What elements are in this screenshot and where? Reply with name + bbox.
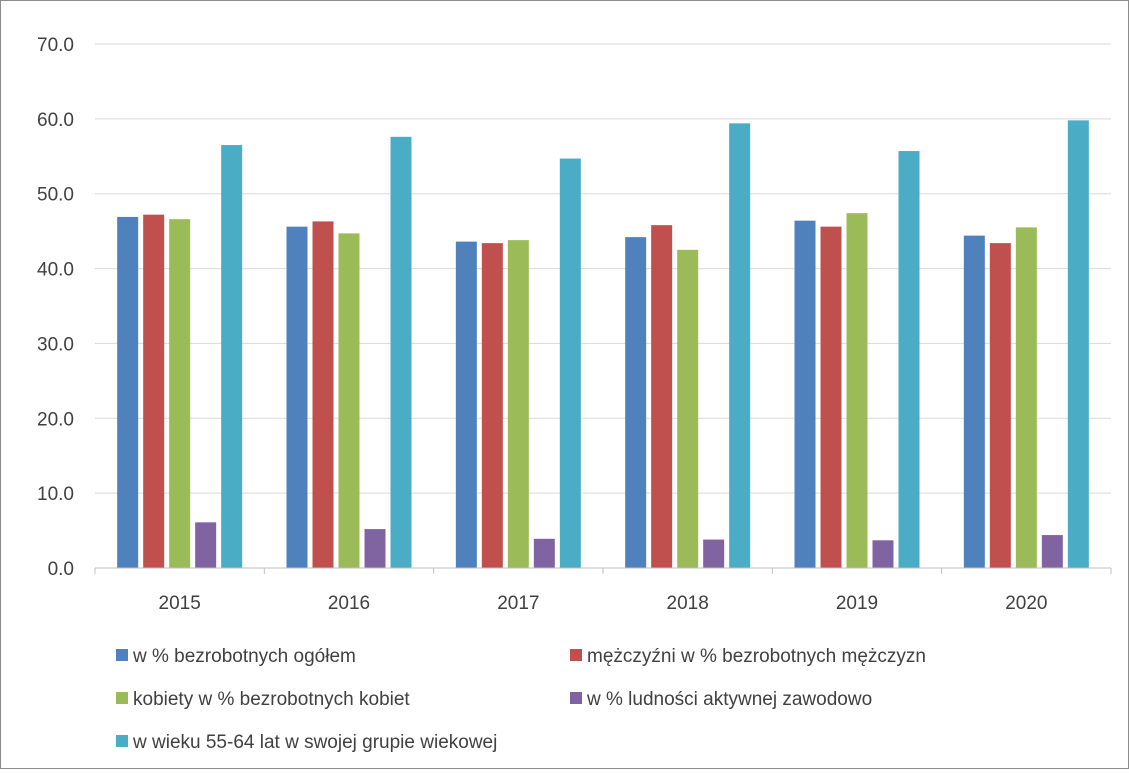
bar: [651, 225, 673, 568]
legend-swatch: [116, 735, 128, 747]
y-tick-label: 70.0: [37, 35, 74, 56]
y-tick-label: 10.0: [37, 484, 74, 505]
bar: [625, 237, 647, 569]
bar: [533, 538, 555, 568]
y-tick-label: 0.0: [48, 559, 74, 580]
bar: [1015, 227, 1037, 568]
legend: w % bezrobotnych ogółem mężczyźni w % bez…: [116, 646, 926, 753]
bar: [364, 529, 386, 568]
bar: [221, 145, 243, 569]
x-tick-label: 2015: [159, 593, 201, 614]
bar: [898, 151, 920, 568]
x-tick-label: 2020: [1005, 593, 1047, 614]
x-tick-label: 2017: [497, 593, 539, 614]
bar: [143, 214, 165, 568]
legend-swatch: [116, 649, 128, 661]
bar: [286, 226, 308, 568]
bar: [1067, 120, 1089, 569]
legend-label: w % bezrobotnych ogółem: [132, 646, 356, 667]
bar: [989, 243, 1011, 568]
bar: [1041, 535, 1063, 568]
bar: [963, 235, 985, 569]
bar: [507, 240, 529, 568]
y-tick-label: 50.0: [37, 185, 74, 206]
bar: [559, 158, 581, 568]
y-tick-label: 20.0: [37, 409, 74, 430]
bar: [677, 249, 699, 568]
y-tick-label: 30.0: [37, 334, 74, 355]
legend-swatch: [570, 649, 582, 661]
bar: [794, 220, 816, 569]
bar: [195, 522, 217, 568]
legend-swatch: [116, 692, 128, 704]
bar: [846, 213, 868, 569]
y-tick-label: 40.0: [37, 260, 74, 281]
legend-label: w wieku 55-64 lat w swojej grupie wiekow…: [132, 732, 497, 753]
x-tick-label: 2019: [836, 593, 878, 614]
bar: [338, 233, 360, 569]
y-axis: 0.0 10.0 20.0 30.0 40.0 50.0 60.0 70.0: [37, 35, 74, 580]
x-tick-label: 2016: [328, 593, 370, 614]
x-tick-label: 2018: [667, 593, 709, 614]
bar: [703, 539, 725, 568]
bars: [117, 120, 1089, 569]
bar: [481, 243, 503, 568]
bar: [455, 241, 477, 568]
legend-swatch: [570, 692, 582, 704]
legend-label: w % ludności aktywnej zawodowo: [586, 689, 872, 710]
bar: [390, 136, 412, 568]
bar: [312, 221, 334, 568]
legend-label: kobiety w % bezrobotnych kobiet: [133, 689, 410, 710]
bar: [117, 216, 139, 569]
gridlines: [95, 43, 1111, 494]
y-tick-label: 60.0: [37, 110, 74, 131]
bar: [872, 540, 894, 568]
bar: [820, 226, 842, 568]
bar: [169, 219, 191, 568]
legend-label: mężczyźni w % bezrobotnych mężczyzn: [587, 646, 926, 667]
bar: [729, 123, 751, 568]
x-axis: 2015 2016 2017 2018 2019 2020: [94, 567, 1112, 614]
